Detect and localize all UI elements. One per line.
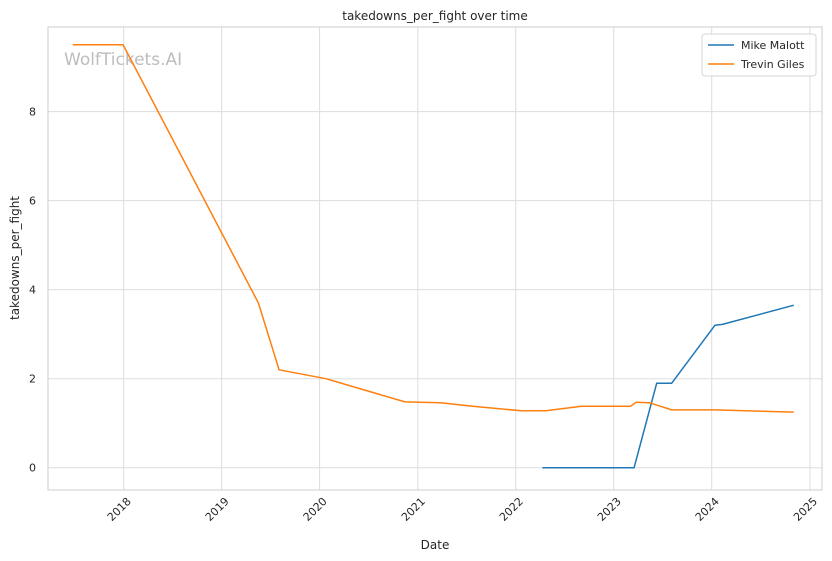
legend-label-trevin-giles: Trevin Giles <box>740 58 805 71</box>
y-axis-title: takedowns_per_fight <box>8 196 22 320</box>
watermark: WolfTickets.AI <box>64 50 182 70</box>
x-axis-title: Date <box>421 538 450 552</box>
y-tick-label: 6 <box>29 195 36 208</box>
y-tick-labels: 0 2 4 6 8 <box>29 106 36 475</box>
chart-title: takedowns_per_fight over time <box>342 9 528 23</box>
y-tick-label: 2 <box>29 373 36 386</box>
series-line-trevin-giles <box>72 44 794 413</box>
y-tick-label: 0 <box>29 462 36 475</box>
series-lines <box>72 44 794 469</box>
series-line-mike-malott <box>542 304 794 469</box>
y-tick-label: 4 <box>29 284 36 297</box>
plot-frame <box>47 26 823 491</box>
grid-lines <box>48 27 822 490</box>
legend: Mike Malott Trevin Giles <box>701 33 817 77</box>
y-tick-label: 8 <box>29 106 36 119</box>
legend-label-mike-malott: Mike Malott <box>741 39 805 52</box>
